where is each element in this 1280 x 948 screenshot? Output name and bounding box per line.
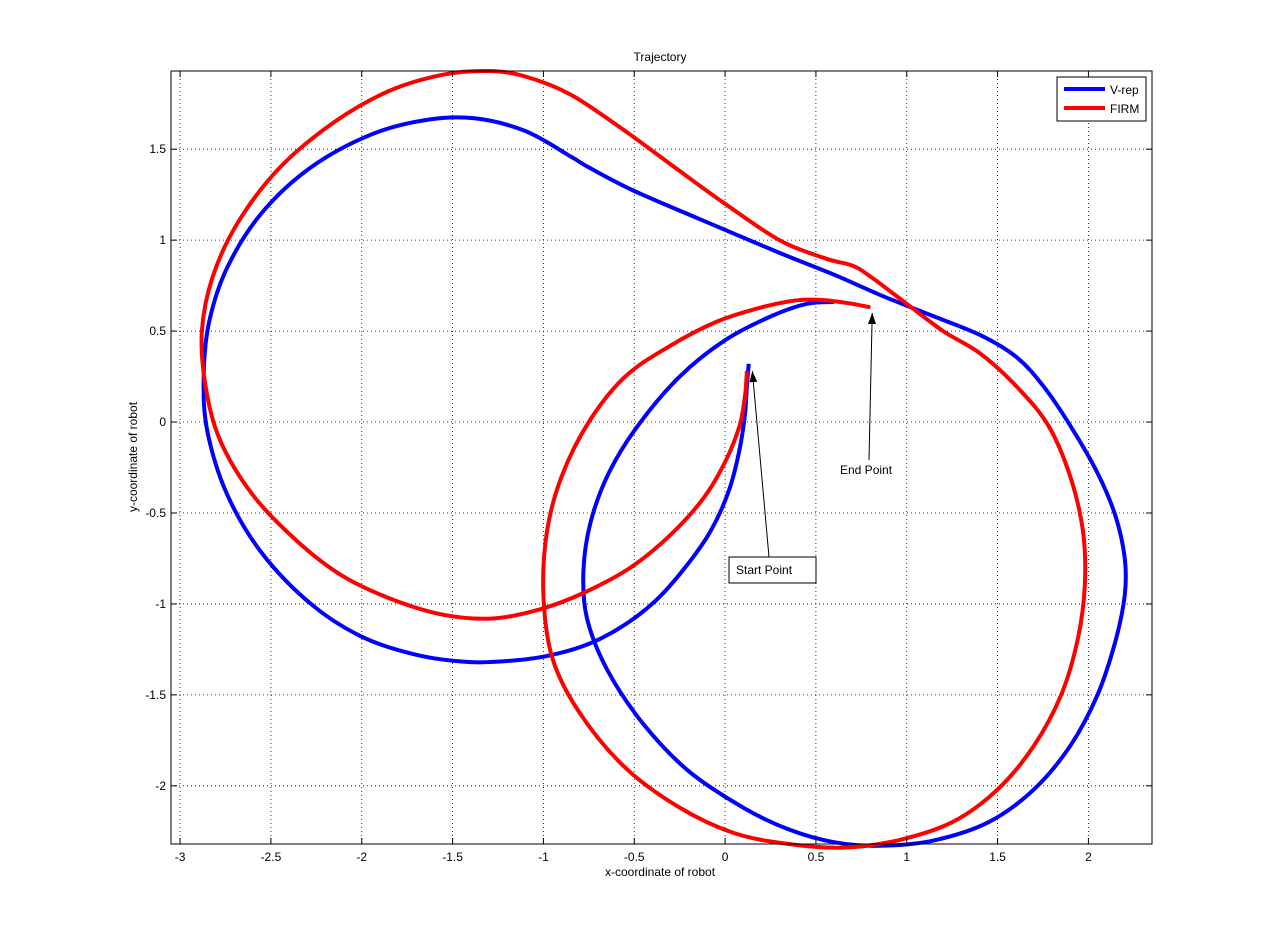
plot-area-frame — [170, 70, 1153, 845]
x-tick-label: 1 — [903, 850, 910, 864]
legend-label-vrep: V-rep — [1110, 83, 1139, 97]
end-point-arrow — [868, 312, 873, 461]
y-tick-label: 1.5 — [149, 142, 166, 156]
start-point-label: Start Point — [736, 563, 793, 577]
x-tick-label: -3 — [175, 850, 186, 864]
end-point-arrowhead — [867, 312, 876, 324]
legend-label-firm: FIRM — [1110, 102, 1139, 116]
series-line-v-rep — [201, 115, 1128, 848]
x-tick-label: -2.5 — [261, 850, 282, 864]
series-line-firm — [199, 68, 1088, 850]
y-axis-label: y-coordinate of robot — [126, 401, 140, 512]
x-axis-label: x-coordinate of robot — [605, 865, 716, 879]
start-point-box — [728, 556, 817, 584]
y-tick-label: 0.5 — [149, 324, 166, 338]
x-tick-label: -1 — [538, 850, 549, 864]
x-tick-label: 1.5 — [989, 850, 1006, 864]
x-tick-label: -2 — [356, 850, 367, 864]
end-point-label: End Point — [840, 463, 893, 477]
y-tick-label: -1.5 — [145, 688, 166, 702]
axis-ticks: -3 -2.5 -2 -1.5 -1 -0.5 0 0.5 1 1.5 2 1.5 1 0.5 0 -0.5 -… — [145, 71, 1152, 864]
annotations: Start Point End Point — [728, 312, 893, 584]
y-tick-label: 0 — [159, 415, 166, 429]
start-point-arrow — [751, 371, 770, 558]
x-tick-label: -1.5 — [442, 850, 463, 864]
y-tick-label: -0.5 — [145, 506, 166, 520]
start-point-arrowhead — [749, 371, 758, 383]
x-tick-label: 0.5 — [808, 850, 825, 864]
y-tick-label: -1 — [155, 597, 166, 611]
x-tick-label: 2 — [1085, 850, 1092, 864]
x-tick-label: -0.5 — [624, 850, 645, 864]
chart-title: Trajectory — [634, 50, 687, 64]
legend: V-rep FIRM — [1056, 76, 1147, 122]
x-tick-label: 0 — [722, 850, 729, 864]
y-tick-label: -2 — [155, 779, 166, 793]
series-lines — [199, 68, 1128, 850]
y-tick-label: 1 — [159, 233, 166, 247]
legend-box — [1056, 76, 1147, 122]
